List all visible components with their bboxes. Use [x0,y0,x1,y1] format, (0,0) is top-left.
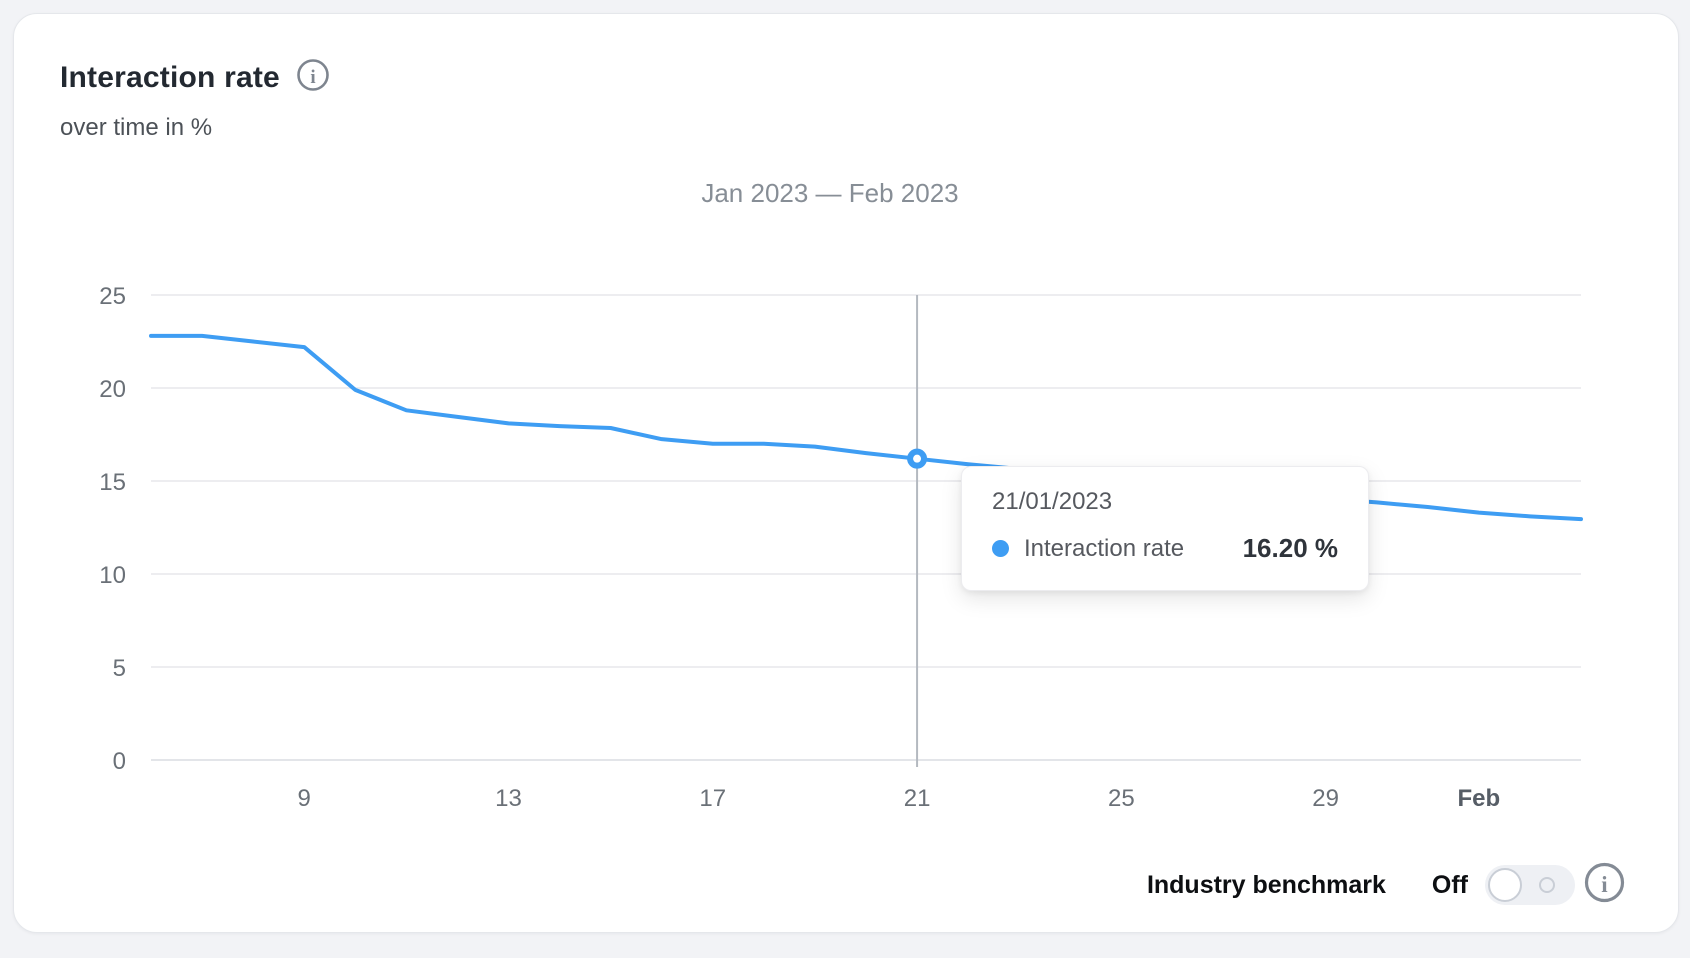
y-axis-label: 10 [99,562,126,589]
benchmark-state-label: Off [1431,870,1468,899]
tooltip-series-label: Interaction rate [1024,534,1185,562]
y-axis-label: 25 [99,283,126,310]
tooltip-value: 16.20 % [1242,533,1338,563]
tooltip-date: 21/01/2023 [992,488,1113,515]
y-axis-label: 5 [113,655,126,682]
chart-tooltip: 21/01/2023 Interaction rate 16.20 % [961,466,1369,591]
svg-text:i: i [1601,872,1608,897]
y-axis-label: 0 [113,748,126,775]
page-title: Interaction rate [60,60,280,94]
y-axis-label: 20 [99,376,126,403]
x-axis-label: 25 [1108,785,1135,812]
x-axis-label: 13 [495,785,522,812]
series-dot-icon [992,540,1009,557]
title-info-icon[interactable]: i [296,58,330,97]
x-axis-label: 9 [298,785,311,812]
x-axis-label: Feb [1458,785,1501,812]
page-subtitle: over time in % [60,114,213,141]
x-axis-label: 21 [904,785,931,812]
x-axis-label: 29 [1312,785,1339,812]
chart-card: Interaction rate i over time in % Jan 20… [13,13,1679,933]
toggle-off-ring-icon [1539,877,1555,893]
x-axis-label: 17 [699,785,726,812]
highlight-marker[interactable] [907,448,928,469]
chart-range-title: Jan 2023 — Feb 2023 [701,178,959,208]
benchmark-label: Industry benchmark [1146,870,1386,899]
y-axis-label: 15 [99,469,126,496]
benchmark-info-icon[interactable]: i [1583,861,1626,909]
toggle-knob [1488,868,1522,902]
benchmark-toggle[interactable] [1485,865,1575,905]
svg-text:i: i [310,67,315,88]
line-chart-plot[interactable]: 25 20 15 10 5 0 9 13 17 21 25 29 Feb [14,14,1690,958]
benchmark-controls: Industry benchmark Off i [1147,862,1626,908]
